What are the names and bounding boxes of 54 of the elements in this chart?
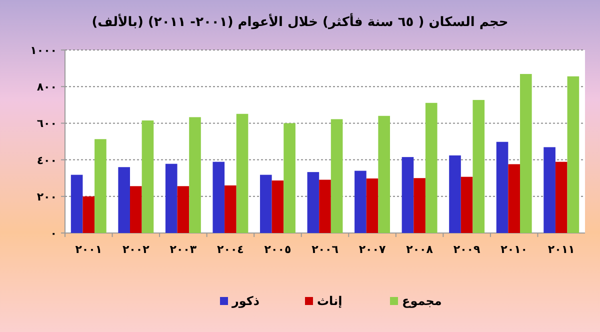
legend-label: إناث [317, 294, 342, 308]
bar [142, 120, 154, 233]
bar [165, 164, 178, 233]
y-tick-label: ٠ [50, 227, 57, 240]
y-tick-label: ١٠٠٠ [30, 44, 57, 57]
bar [212, 162, 225, 233]
legend-label: مجموع [402, 294, 442, 308]
bar [414, 178, 426, 233]
x-tick-label: ٢٠٠١ [75, 243, 102, 256]
bar [366, 178, 378, 233]
bar [94, 139, 106, 233]
bar [425, 102, 438, 233]
x-tick-label: ٢٠٠٨ [406, 243, 434, 256]
bar [354, 170, 366, 233]
bar [284, 123, 296, 233]
bar [449, 155, 461, 233]
bar [177, 186, 190, 233]
bar [260, 174, 272, 233]
bar [460, 176, 473, 233]
bar [378, 116, 390, 233]
bar [496, 142, 508, 233]
bar [82, 196, 95, 233]
bar [520, 74, 532, 233]
bar [508, 164, 520, 233]
bar [472, 100, 485, 233]
bar [118, 167, 130, 233]
bar [330, 119, 343, 233]
bar [544, 147, 556, 233]
bar [189, 117, 201, 233]
x-tick-label: ٢٠٠٢ [122, 243, 150, 256]
bar [224, 185, 236, 233]
y-tick-label: ٤٠٠ [36, 154, 57, 167]
x-tick-label: ٢٠٠٤ [217, 243, 244, 256]
x-tick-label: ٢٠٠٥ [264, 243, 292, 256]
x-tick-label: ٢٠٠٧ [358, 243, 386, 256]
x-tick-label: ٢٠١٠ [500, 243, 528, 256]
bar [130, 186, 142, 233]
y-tick-label: ٦٠٠ [36, 117, 57, 130]
bar [307, 172, 320, 233]
x-tick-label: ٢٠٠٩ [453, 243, 481, 256]
bar [567, 76, 580, 233]
bar [402, 157, 414, 233]
chart-title: حجم السكان ( ٦٥ سنة فأكثر) خلال الأعوام (٢٠٠١- ٢٠١١) (بالألف) [92, 13, 508, 30]
x-tick-label: ٢٠٠٦ [312, 243, 339, 256]
y-tick-label: ٨٠٠ [36, 80, 57, 94]
bar [272, 180, 284, 233]
bar [319, 180, 331, 233]
y-tick-label: ٢٠٠ [36, 190, 57, 204]
x-tick-label: ٢٠٠٣ [170, 243, 197, 256]
legend-label: ذكور [231, 294, 260, 308]
x-tick-label: ٢٠١١ [548, 243, 575, 256]
bar [70, 174, 83, 233]
bar [555, 162, 568, 233]
bar [236, 114, 248, 233]
